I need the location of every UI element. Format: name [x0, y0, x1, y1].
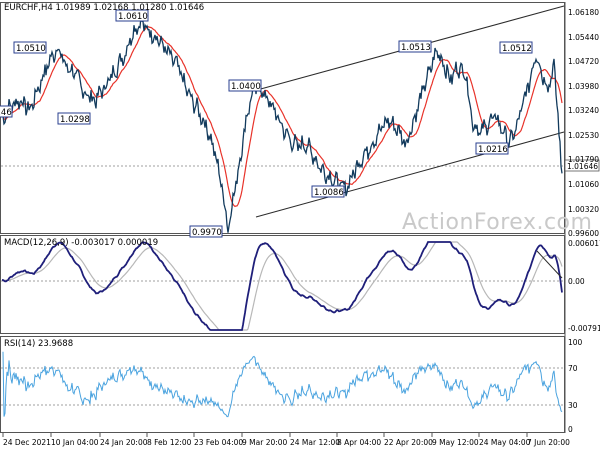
- macd-title: MACD(12,26,9) -0.003017 0.000019: [4, 238, 159, 248]
- watermark: ActionForex.com: [402, 210, 593, 235]
- svg-text:1.0086: 1.0086: [314, 188, 344, 198]
- price-tick-label: 1.02530: [568, 131, 599, 140]
- time-tick-label: 9 Mar 20:00: [242, 438, 288, 447]
- annotation-1-0216: 1.0216: [475, 142, 509, 155]
- price-tick-label: 1.05440: [568, 33, 599, 42]
- rsi-title: RSI(14) 23.9688: [4, 339, 74, 349]
- svg-text:1.0400: 1.0400: [231, 82, 261, 92]
- price-axis: 1.06180 1.05440 1.04720 1.03980 1.03240 …: [568, 8, 599, 238]
- symbol-timeframe-label: EURCHF,H4 1.01989 1.02168 1.01280 1.0164…: [4, 3, 205, 13]
- rsi-line: [2, 351, 563, 418]
- moving-average-line: [1, 26, 563, 208]
- time-axis: 24 Dec 2021 10 Jan 04:00 24 Jan 20:00 8 Feb…: [2, 433, 570, 447]
- annotation-1-0400: 1.0400: [228, 79, 262, 92]
- annotation-1-0246: 1.0246: [0, 105, 13, 118]
- svg-text:1.0216: 1.0216: [478, 145, 508, 155]
- time-tick-label: 22 Apr 20:00: [384, 438, 433, 447]
- annotation-1-0512: 1.0512: [499, 41, 533, 54]
- annotation-1-0298: 1.0298: [57, 112, 91, 125]
- price-tick-label: 0.99600: [568, 229, 599, 238]
- rsi-tick-label: 30: [568, 401, 578, 410]
- price-line: [1, 15, 563, 233]
- price-tick-label: 1.01060: [568, 180, 599, 189]
- macd-signal-line: [2, 241, 563, 331]
- annotation-1-0513: 1.0513: [398, 40, 432, 53]
- rsi-panel-frame: [0, 336, 565, 433]
- time-tick-label: 24 Jan 20:00: [100, 438, 148, 447]
- time-tick-label: 8 Apr 04:00: [337, 438, 381, 447]
- current-price-tag: 1.01646: [564, 159, 600, 172]
- annotation-1-0610: 1.0610: [115, 9, 149, 22]
- time-tick-label: 23 Feb 04:00: [194, 438, 243, 447]
- annotation-1-0086: 1.0086: [311, 185, 345, 198]
- svg-text:1.0513: 1.0513: [401, 43, 431, 53]
- svg-text:1.0510: 1.0510: [16, 44, 46, 54]
- time-tick-label: 8 Feb 12:00: [147, 438, 192, 447]
- macd-line: [2, 241, 563, 331]
- price-tick-label: 1.03980: [568, 82, 599, 91]
- macd-tick-label: 0.006017: [568, 239, 600, 248]
- svg-text:1.0610: 1.0610: [118, 12, 148, 22]
- price-tick-label: 1.03240: [568, 106, 599, 115]
- price-tick-label: 1.04720: [568, 57, 599, 66]
- time-tick-label: 24 May 04:00: [479, 438, 531, 447]
- macd-trendline: [536, 250, 563, 279]
- macd-tick-label: 0.00: [568, 277, 585, 286]
- rsi-tick-label: 0: [568, 425, 573, 434]
- channel-lower-line: [255, 131, 565, 218]
- time-tick-label: 24 Mar 12:00: [290, 438, 340, 447]
- svg-text:1.01646: 1.01646: [567, 162, 598, 171]
- price-tick-label: 1.06180: [568, 8, 599, 17]
- svg-text:1.0512: 1.0512: [502, 44, 532, 54]
- time-tick-label: 10 Jan 04:00: [51, 438, 99, 447]
- annotation-0-9970: 0.9970: [189, 225, 223, 238]
- price-tick-label: 1.01790: [568, 155, 599, 164]
- macd-panel-frame: [0, 235, 565, 334]
- rsi-tick-label: 100: [568, 338, 583, 347]
- price-tick-label: 1.00320: [568, 205, 599, 214]
- annotation-1-0510: 1.0510: [13, 41, 47, 54]
- time-tick-label: 9 May 12:00: [432, 438, 479, 447]
- svg-text:1.0246: 1.0246: [0, 108, 12, 118]
- time-tick-label: 7 Jun 20:00: [527, 438, 570, 447]
- ohlc-readout: 1.01989 1.02168 1.01280 1.01646: [55, 3, 205, 13]
- time-tick-label: 24 Dec 2021: [3, 438, 51, 447]
- svg-text:1.0298: 1.0298: [60, 115, 90, 125]
- svg-text:0.9970: 0.9970: [192, 228, 222, 238]
- rsi-tick-label: 70: [568, 364, 578, 373]
- rsi-axis: 100 70 30 0: [568, 338, 583, 434]
